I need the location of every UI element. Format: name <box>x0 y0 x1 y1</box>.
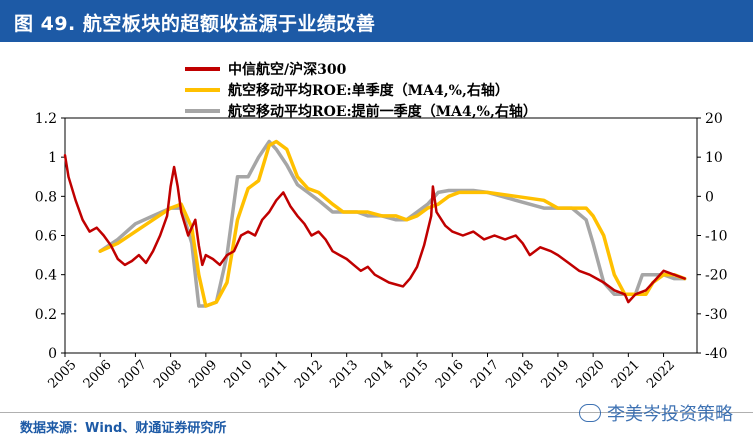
x-tick-label: 2013 <box>327 358 361 392</box>
watermark: 李美岑投资策略 <box>579 400 733 426</box>
right-tick-label: -20 <box>705 268 728 284</box>
x-tick-label: 2005 <box>46 358 80 392</box>
title-bar: 图 49. 航空板块的超额收益源于业绩改善 <box>0 0 753 42</box>
series-layer <box>63 139 687 308</box>
x-tick-label: 2018 <box>503 358 537 392</box>
left-tick-label: 0.6 <box>35 229 57 245</box>
x-tick-label: 2008 <box>151 358 185 392</box>
x-tick-label: 2017 <box>468 358 502 392</box>
left-tick-label: 0.4 <box>35 268 57 284</box>
legend: 中信航空/沪深300 航空移动平均ROE:单季度（MA4,%,右轴） 航空移动平均R… <box>185 61 537 120</box>
right-tick-label: -10 <box>705 229 728 245</box>
x-tick-label: 2014 <box>362 358 396 392</box>
figure-title: 图 49. 航空板块的超额收益源于业绩改善 <box>14 13 376 35</box>
x-tick-label: 2015 <box>398 358 432 392</box>
right-tick-label: 20 <box>705 111 723 127</box>
right-tick-label: 0 <box>705 189 714 205</box>
source-note: 数据来源：Wind、财通证券研究所 <box>20 421 227 436</box>
x-tick-label: 2021 <box>609 358 643 392</box>
right-tick-label: -40 <box>705 346 728 362</box>
legend-label: 中信航空/沪深300 <box>228 61 347 78</box>
x-tick-label: 2022 <box>644 358 678 392</box>
x-tick-label: 2006 <box>81 358 115 392</box>
series-line-2 <box>98 139 687 308</box>
left-tick-label: 1 <box>48 150 57 166</box>
left-tick-label: 0.8 <box>35 189 57 205</box>
x-tick-label: 2009 <box>186 358 220 392</box>
right-tick-label: -30 <box>705 307 728 323</box>
x-tick-label: 2012 <box>292 358 326 392</box>
legend-label: 航空移动平均ROE:单季度（MA4,%,右轴） <box>228 82 509 99</box>
x-tick-label: 2016 <box>433 358 467 392</box>
wechat-icon <box>579 404 601 422</box>
x-tick-label: 2007 <box>116 358 150 392</box>
divider <box>0 412 753 413</box>
x-tick-label: 2011 <box>257 358 291 392</box>
legend-label: 航空移动平均ROE:提前一季度（MA4,%,右轴） <box>228 103 537 120</box>
x-tick-label: 2010 <box>222 358 256 392</box>
x-tick-label: 2019 <box>538 358 572 392</box>
watermark-text: 李美岑投资策略 <box>607 404 733 425</box>
right-tick-label: 10 <box>705 150 723 166</box>
left-tick-label: 1.2 <box>35 111 57 127</box>
x-tick-label: 2020 <box>574 358 608 392</box>
left-tick-label: 0.2 <box>35 307 57 323</box>
left-tick-label: 0 <box>48 346 57 362</box>
series-line-1 <box>63 153 686 304</box>
